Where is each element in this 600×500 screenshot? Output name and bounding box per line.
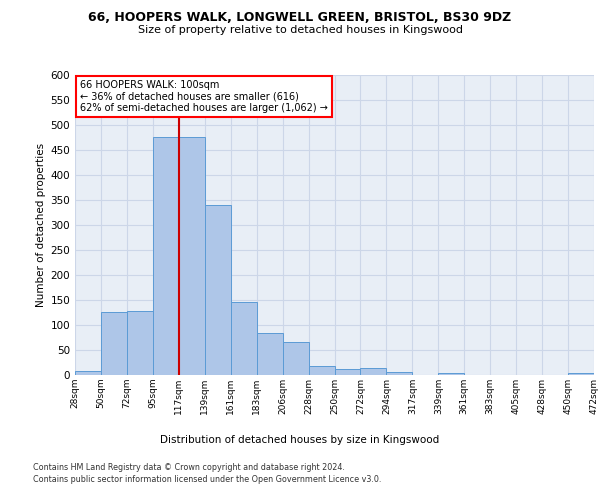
Y-axis label: Number of detached properties: Number of detached properties: [36, 143, 46, 307]
Text: 66, HOOPERS WALK, LONGWELL GREEN, BRISTOL, BS30 9DZ: 66, HOOPERS WALK, LONGWELL GREEN, BRISTO…: [88, 11, 512, 24]
Text: Contains HM Land Registry data © Crown copyright and database right 2024.: Contains HM Land Registry data © Crown c…: [33, 464, 345, 472]
Text: 66 HOOPERS WALK: 100sqm
← 36% of detached houses are smaller (616)
62% of semi-d: 66 HOOPERS WALK: 100sqm ← 36% of detache…: [80, 80, 328, 112]
Bar: [153, 136, 179, 375]
Text: Size of property relative to detached houses in Kingswood: Size of property relative to detached ho…: [137, 25, 463, 35]
Bar: [257, 332, 283, 375]
Bar: [205, 205, 230, 375]
Bar: [283, 342, 308, 375]
Bar: [568, 372, 594, 375]
Bar: [439, 372, 464, 375]
Text: Contains public sector information licensed under the Open Government Licence v3: Contains public sector information licen…: [33, 475, 382, 484]
Text: Distribution of detached houses by size in Kingswood: Distribution of detached houses by size …: [160, 435, 440, 445]
Bar: [335, 369, 361, 375]
Bar: [101, 312, 127, 375]
Bar: [179, 137, 205, 375]
Bar: [361, 368, 386, 375]
Bar: [308, 366, 335, 375]
Bar: [127, 311, 153, 375]
Bar: [386, 372, 412, 375]
Bar: [231, 302, 257, 375]
Bar: [75, 370, 101, 375]
